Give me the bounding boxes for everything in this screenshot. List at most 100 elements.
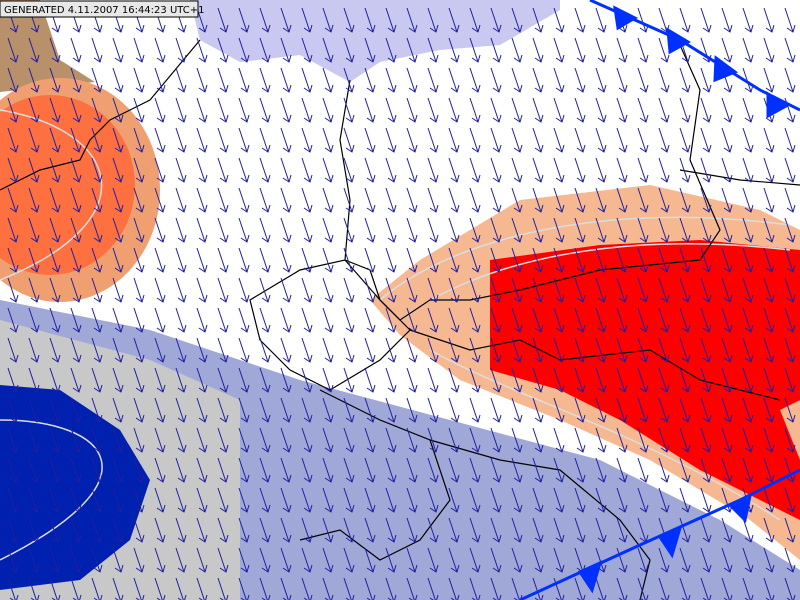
wind-arrow xyxy=(406,187,418,213)
wind-arrow xyxy=(448,37,460,63)
wind-arrow xyxy=(49,427,61,453)
wind-arrow xyxy=(511,127,523,153)
wind-arrow xyxy=(763,217,775,243)
wind-arrow xyxy=(427,547,439,573)
border xyxy=(299,389,451,561)
wind-arrow xyxy=(658,277,670,303)
wind-arrow xyxy=(280,577,292,600)
wind-arrow xyxy=(112,367,124,393)
wind-arrow xyxy=(469,457,481,483)
wind-arrow xyxy=(343,547,355,573)
wind-arrow xyxy=(721,187,733,213)
wind-arrow xyxy=(133,217,145,243)
wind-arrow xyxy=(343,67,355,93)
wind-arrow xyxy=(553,487,565,513)
wind-arrow xyxy=(469,397,481,423)
wind-arrow xyxy=(49,277,61,303)
wind-arrow xyxy=(28,157,40,183)
wind-arrow xyxy=(280,517,292,543)
wind-arrow xyxy=(175,217,187,243)
wind-arrow xyxy=(448,517,460,543)
wind-arrow xyxy=(469,7,481,33)
wind-arrow xyxy=(553,427,565,453)
wind-arrow xyxy=(595,577,607,600)
wind-arrow xyxy=(217,427,229,453)
wind-arrow xyxy=(679,367,691,393)
wind-arrow xyxy=(679,397,691,423)
wind-arrow xyxy=(490,517,502,543)
isoline xyxy=(0,109,103,281)
wind-arrow xyxy=(616,37,628,63)
wind-arrow xyxy=(448,487,460,513)
wind-arrow xyxy=(217,7,229,33)
wind-arrow xyxy=(7,307,19,333)
wind-arrow xyxy=(595,517,607,543)
wind-arrow xyxy=(259,487,271,513)
wind-arrow xyxy=(658,157,670,183)
wind-arrow xyxy=(469,67,481,93)
wind-arrow xyxy=(700,547,712,573)
wind-arrow xyxy=(469,307,481,333)
wind-arrow xyxy=(427,157,439,183)
wind-arrow xyxy=(700,67,712,93)
wind-arrow xyxy=(763,127,775,153)
wind-arrow xyxy=(595,67,607,93)
wind-arrow xyxy=(406,487,418,513)
wind-arrow xyxy=(574,97,586,123)
wind-arrow xyxy=(112,307,124,333)
wind-arrow xyxy=(427,187,439,213)
wind-arrow xyxy=(112,487,124,513)
front-marker xyxy=(713,55,739,83)
wind-arrow xyxy=(196,337,208,363)
wind-arrow xyxy=(595,367,607,393)
wind-arrow xyxy=(784,367,796,393)
wind-arrow xyxy=(679,67,691,93)
wind-arrow xyxy=(406,217,418,243)
wind-arrow xyxy=(448,397,460,423)
wind-arrow xyxy=(658,337,670,363)
wind-arrow xyxy=(763,67,775,93)
wind-arrow xyxy=(406,577,418,600)
wind-arrow xyxy=(7,127,19,153)
wind-arrow xyxy=(154,427,166,453)
wind-arrow xyxy=(154,67,166,93)
wind-arrow xyxy=(553,517,565,543)
wind-arrow xyxy=(595,307,607,333)
border xyxy=(679,169,800,186)
border xyxy=(249,259,411,391)
wind-arrow xyxy=(742,247,754,273)
wind-arrow xyxy=(133,247,145,273)
wind-arrow xyxy=(532,247,544,273)
wind-arrow xyxy=(616,397,628,423)
wind-arrow xyxy=(154,457,166,483)
wind-arrow xyxy=(385,277,397,303)
wind-arrow xyxy=(742,97,754,123)
wind-arrow xyxy=(196,187,208,213)
wind-arrow xyxy=(7,577,19,600)
wind-arrow xyxy=(490,337,502,363)
wind-arrow xyxy=(322,7,334,33)
wind-arrow xyxy=(406,157,418,183)
wind-arrow xyxy=(70,397,82,423)
wind-arrow xyxy=(721,37,733,63)
wind-arrow xyxy=(112,547,124,573)
wind-arrow xyxy=(427,397,439,423)
wind-arrow xyxy=(763,7,775,33)
wind-arrow xyxy=(553,337,565,363)
wind-arrow xyxy=(469,367,481,393)
wind-arrow xyxy=(700,247,712,273)
wind-arrow xyxy=(217,127,229,153)
wind-arrow xyxy=(406,277,418,303)
wind-arrow xyxy=(595,247,607,273)
wind-arrow xyxy=(616,337,628,363)
wind-arrow xyxy=(700,517,712,543)
wind-arrow xyxy=(133,457,145,483)
wind-arrow xyxy=(175,157,187,183)
wind-arrows xyxy=(7,7,796,600)
wind-arrow xyxy=(133,427,145,453)
wind-arrow xyxy=(553,7,565,33)
wind-arrow xyxy=(532,127,544,153)
wind-arrow xyxy=(553,67,565,93)
wind-arrow xyxy=(301,217,313,243)
wind-arrow xyxy=(385,187,397,213)
